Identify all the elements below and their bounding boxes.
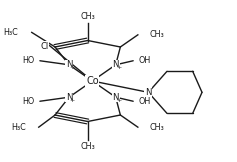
- Text: +: +: [116, 98, 121, 103]
- Text: N: N: [112, 60, 119, 69]
- Text: OH: OH: [139, 97, 151, 106]
- Text: +: +: [116, 65, 121, 70]
- Text: N: N: [145, 88, 152, 97]
- Text: +: +: [69, 65, 74, 70]
- Text: +: +: [69, 98, 74, 103]
- Text: H₃C: H₃C: [3, 28, 18, 37]
- Text: HO: HO: [22, 56, 34, 65]
- Text: CH₃: CH₃: [150, 30, 164, 39]
- Text: CH₃: CH₃: [80, 12, 95, 21]
- Text: Cl: Cl: [41, 42, 49, 51]
- Text: HO: HO: [22, 97, 34, 106]
- Text: CH₃: CH₃: [150, 123, 164, 132]
- Text: N: N: [66, 60, 72, 69]
- Text: N: N: [112, 93, 119, 102]
- Text: Co: Co: [86, 76, 99, 86]
- Text: N: N: [66, 93, 72, 102]
- Text: OH: OH: [139, 56, 151, 65]
- Text: CH₃: CH₃: [80, 142, 95, 151]
- Text: H₃C: H₃C: [11, 123, 26, 132]
